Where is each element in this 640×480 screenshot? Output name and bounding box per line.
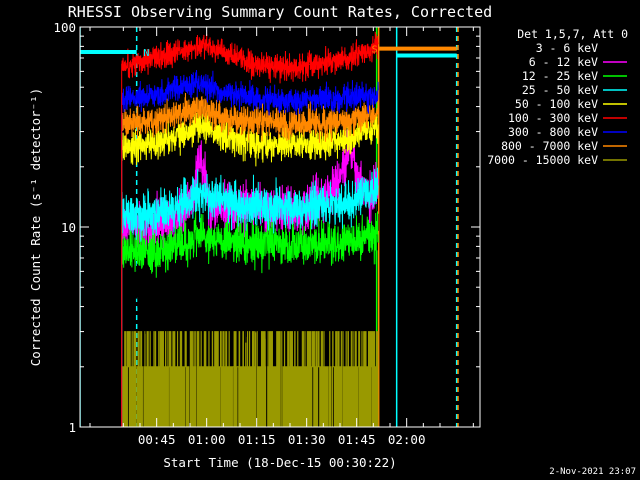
legend-title: Det 1,5,7, Att 0 [517,27,628,41]
y-tick-label: 100 [53,20,76,35]
legend-label-100-300-kev: 100 - 300 keV [508,111,598,125]
x-tick-label: 01:00 [188,432,226,447]
legend-label-50-100-kev: 50 - 100 keV [515,97,598,111]
flag-label-f: F [307,60,313,71]
legend-label-300-800-kev: 300 - 800 keV [508,125,598,139]
y-tick-label: 10 [61,220,76,235]
series-line-50-100-kev [121,106,379,427]
series-line-800-7000-kev [121,93,379,427]
series-line-12-25-kev [121,210,379,427]
legend-label-800-7000-kev: 800 - 7000 keV [501,139,598,153]
plot-clip-group [80,27,459,427]
legend-label-6-12-kev: 6 - 12 keV [529,55,598,69]
x-tick-label: 01:30 [288,432,326,447]
x-tick-label: 01:45 [338,432,376,447]
legend-label-3-6-kev: 3 - 6 keV [536,41,598,55]
plot-area: N F S [80,27,459,427]
axes: 00:45 01:00 01:15 01:30 01:45 02:00 1 10 100 [53,20,481,447]
series-line-25-50-kev [121,167,379,427]
footer-timestamp: 2-Nov-2021 23:07 [549,467,636,477]
x-tick-label: 00:45 [138,432,176,447]
series-line-300-800-kev [121,69,379,427]
y-axis-label: Corrected Count Rate (s⁻¹ detector⁻¹) [28,88,43,366]
x-axis-label: Start Time (18-Dec-15 00:30:22) [163,455,396,470]
y-tick-label: 1 [68,420,76,435]
legend-label-7000-15000-kev: 7000 - 15000 keV [487,153,598,167]
x-tick-label: 01:15 [238,432,276,447]
x-tick-label: 02:00 [388,432,426,447]
flag-label-n: N [143,48,149,59]
legend-label-12-25-kev: 12 - 25 keV [522,69,598,83]
series-line-7000-15000-kev [121,331,379,427]
chart-title: RHESSI Observing Summary Count Rates, Co… [68,3,492,21]
legend-label-25-50-kev: 25 - 50 keV [522,83,598,97]
flag-label-s: S [372,45,378,56]
series-line-100-300-kev [121,31,379,427]
